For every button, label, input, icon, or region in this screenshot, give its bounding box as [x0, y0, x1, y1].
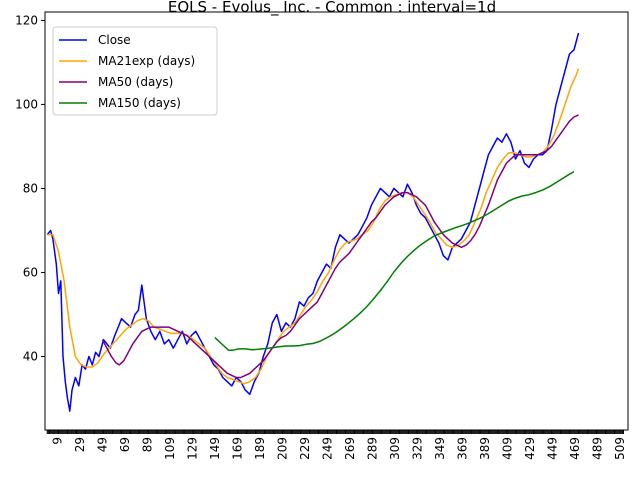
x-tick-label: 149 — [208, 437, 222, 460]
x-tick-label: 429 — [523, 437, 537, 460]
x-tick-label: 129 — [185, 437, 199, 460]
plot-area — [46, 32, 580, 412]
x-tick-label: 469 — [568, 437, 582, 460]
legend-label: MA150 (days) — [98, 96, 181, 110]
x-tick-label: 249 — [321, 437, 335, 460]
x-tick-label: 309 — [388, 437, 402, 460]
x-tick-label: 369 — [456, 437, 470, 460]
x-tick-marks — [46, 430, 624, 434]
x-tick-label: 389 — [478, 437, 492, 460]
legend-label: MA50 (days) — [98, 75, 173, 89]
legend-label: Close — [98, 33, 131, 47]
x-tick-label: 229 — [298, 437, 312, 460]
x-tick-label: 489 — [591, 437, 605, 460]
x-tick-label: 9 — [50, 437, 64, 445]
chart-title: EOLS - Evolus_ Inc. - Common : interval=… — [168, 0, 496, 17]
x-tick-label: 269 — [343, 437, 357, 460]
x-tick-label: 189 — [253, 437, 267, 460]
x-tick-label: 89 — [140, 437, 154, 452]
x-tick-label: 349 — [433, 437, 447, 460]
x-tick-label: 169 — [231, 437, 245, 460]
legend-box — [52, 26, 218, 116]
y-tick-label: 40 — [23, 349, 38, 363]
series-line-close — [46, 32, 580, 412]
y-tick-label: 80 — [23, 181, 38, 195]
x-tick-label: 449 — [546, 437, 560, 460]
x-tick-label: 289 — [366, 437, 380, 460]
x-tick-label: 49 — [95, 437, 109, 452]
series-line-ma50-days — [101, 114, 579, 379]
axes: 40 60 80 100 120 9 29 49 69 89 109 129 149 169 189 209 2… — [15, 11, 629, 460]
x-tick-label: 29 — [73, 437, 87, 452]
x-tick-label: 209 — [276, 437, 290, 460]
series-line-ma21exp-days — [47, 68, 580, 385]
y-tick-label: 60 — [23, 265, 38, 279]
legend-label: MA21exp (days) — [98, 54, 195, 68]
x-tick-label: 509 — [613, 437, 627, 460]
series-line-ma150-days — [214, 170, 575, 351]
x-tick-label: 69 — [118, 437, 132, 452]
x-tick-label: 409 — [501, 437, 515, 460]
x-tick-label: 329 — [411, 437, 425, 460]
y-tick-label: 120 — [15, 13, 38, 27]
legend: Close MA21exp (days) MA50 (days) MA150 (day… — [52, 26, 218, 116]
x-tick-label: 109 — [163, 437, 177, 460]
y-tick-label: 100 — [15, 97, 38, 111]
